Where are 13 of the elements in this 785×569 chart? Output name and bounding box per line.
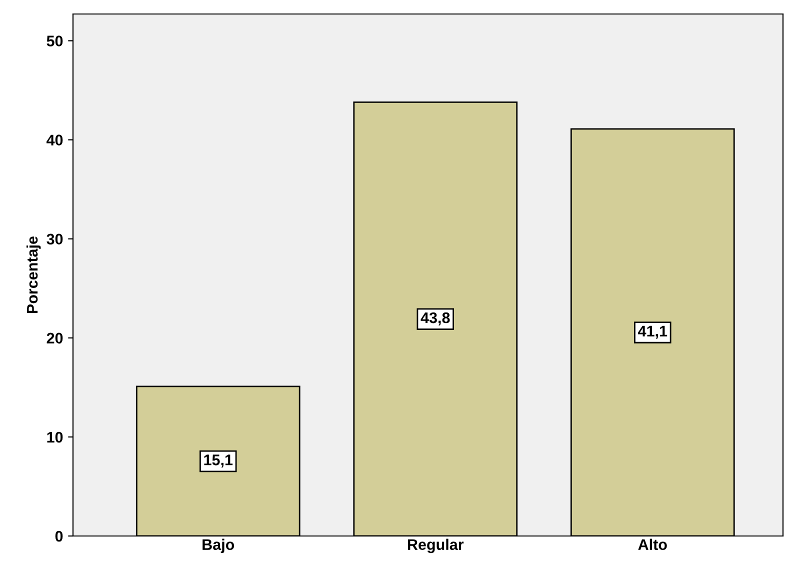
y-tick-label: 50: [46, 36, 63, 46]
data-label: 41,1: [638, 326, 668, 339]
x-tick-label: Bajo: [202, 538, 234, 554]
x-tick-label: Regular: [408, 538, 464, 554]
y-tick-label: 30: [46, 234, 63, 245]
y-tick-label: 10: [47, 432, 63, 443]
data-label: 15,1: [204, 454, 233, 468]
data-label: 43,8: [420, 312, 450, 326]
x-tick-label: Alto: [638, 538, 667, 550]
y-tick-label: 20: [46, 332, 63, 344]
y-tick-label: 40: [46, 134, 63, 146]
y-axis-title: Porcentaje: [26, 236, 41, 314]
y-tick-label: 0: [55, 530, 63, 542]
